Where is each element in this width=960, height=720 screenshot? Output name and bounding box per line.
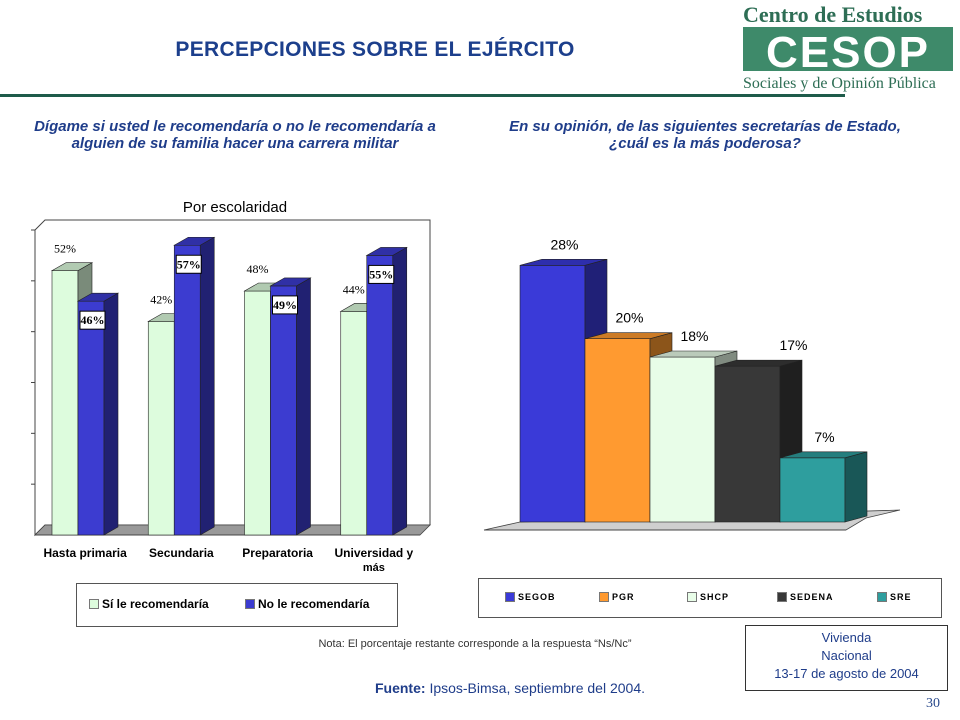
bar-sre-top	[779, 451, 868, 459]
legend-item-sre: SRE	[877, 592, 912, 602]
bar-si-2-front	[244, 290, 271, 536]
legend-swatch-pgr	[599, 592, 609, 602]
bar-no-label-box-1	[175, 254, 202, 274]
x-tick-label-3: Universidad y	[335, 546, 414, 560]
page-number: 30	[926, 696, 940, 711]
legend-item-pgr: PGR	[599, 592, 635, 602]
bar-no-3	[365, 246, 408, 536]
survey-info-box: Vivienda Nacional 13-17 de agosto de 200…	[745, 625, 948, 691]
legend-swatch-segob	[505, 592, 515, 602]
bar-si-label-1: 42%	[150, 293, 172, 307]
bar-no-1	[173, 236, 216, 536]
bar-no-0-front	[77, 300, 105, 536]
bar-shcp-top	[649, 350, 738, 358]
x-tick-label-2: Preparatoria	[242, 546, 313, 560]
source-label: Fuente:	[374, 680, 426, 696]
x-tick-label-1: Secundaria	[149, 546, 214, 560]
bar-shcp-front	[649, 356, 716, 523]
bar-si-1-front	[147, 321, 175, 536]
legend-label-sedena: SEDENA	[790, 592, 834, 602]
bar-no-3-top	[365, 247, 408, 256]
legend-swatch-sre	[877, 592, 887, 602]
legend-label-segob: SEGOB	[518, 592, 556, 602]
bar-sre-side	[844, 451, 868, 523]
bar-si-label-3: 44%	[343, 282, 365, 296]
bar-no-1-front	[173, 244, 201, 536]
bar-si-label-0: 52%	[54, 242, 76, 256]
legend-swatch-no	[245, 599, 255, 609]
legend-label-sre: SRE	[890, 592, 912, 602]
chart1-title: Dígame si usted le recomendaría o no le …	[34, 118, 436, 152]
chart2-legend: SEGOB PGR SHCP SEDENA SRE	[478, 578, 942, 618]
title-divider	[0, 94, 845, 97]
bar-no-2-top	[269, 277, 312, 287]
legend-label-si: Sí le recomendaría	[102, 597, 209, 611]
bar-si-3-front	[340, 311, 368, 536]
bar-pgr-top	[584, 332, 673, 339]
bar-sedena-front	[714, 365, 781, 523]
bar-sedena-top	[714, 359, 803, 367]
legend-label-shcp: SHCP	[700, 592, 730, 602]
chart1-subtitle: Por escolaridad	[182, 199, 288, 216]
bar-sre-front	[779, 457, 846, 523]
bar-no-0	[76, 292, 120, 536]
legend-swatch-si	[89, 599, 99, 609]
legend-label-pgr: PGR	[612, 592, 635, 602]
bar-value-label-0: 28%	[550, 236, 578, 252]
bar-pgr-front	[584, 338, 651, 523]
logo-mark-bg	[743, 27, 953, 71]
bar-no-label-1: 57%	[177, 257, 201, 271]
logo-line2: Sociales y de Opinión Pública	[743, 75, 936, 92]
cesop-logo-graphic: Centro de Estudios CESOP Sociales y de O…	[743, 2, 953, 92]
survey-info-line3: 13-17 de agosto de 2004	[774, 666, 919, 681]
bar-si-label-2: 48%	[247, 262, 269, 276]
source-line: Fuente: Ipsos-Bimsa, septiembre del 2004…	[300, 680, 720, 696]
bar-sedena	[714, 359, 803, 523]
chart1-legend: Sí le recomendaría No le recomendaría	[76, 583, 398, 627]
logo-mark: CESOP	[766, 28, 930, 77]
bar-sre	[779, 451, 868, 523]
cesop-logo: Centro de Estudios CESOP Sociales y de O…	[735, 0, 960, 95]
bar-si-0-top	[50, 262, 94, 271]
chart2-title: En su opinión, de las siguientes secreta…	[509, 118, 901, 152]
x-tick-label-0: Hasta primaria	[43, 546, 127, 560]
footnote: Nota: El porcentaje restante corresponde…	[318, 638, 632, 650]
bar-value-label-1: 20%	[615, 310, 643, 326]
legend-item-si: Sí le recomendaría	[89, 597, 209, 611]
bar-no-label-box-2	[272, 295, 298, 315]
bar-no-1-top	[173, 236, 216, 246]
bar-no-label-3: 55%	[369, 267, 393, 281]
legend-item-sedena: SEDENA	[777, 592, 834, 602]
x-tick-label-3-line2: más	[363, 562, 385, 574]
bar-no-2	[269, 277, 312, 536]
bar-segob-top	[519, 259, 608, 266]
bar-value-label-3: 17%	[779, 337, 807, 353]
bar-no-label-box-0	[79, 310, 106, 330]
legend-swatch-shcp	[687, 592, 697, 602]
bar-no-label-2: 49%	[273, 298, 297, 312]
legend-item-no: No le recomendaría	[245, 597, 369, 611]
bar-no-0-top	[76, 292, 120, 302]
bar-segob-front	[519, 265, 586, 523]
legend-item-shcp: SHCP	[687, 592, 729, 602]
legend-swatch-sedena	[777, 592, 787, 602]
survey-info-line1: Vivienda	[821, 630, 872, 645]
survey-info-line2: Nacional	[821, 648, 872, 663]
legend-label-no: No le recomendaría	[258, 597, 370, 611]
bar-no-2-front	[270, 285, 297, 536]
source-text: Ipsos-Bimsa, septiembre del 2004.	[429, 680, 645, 696]
bar-value-label-2: 18%	[680, 328, 708, 344]
bar-value-label-4: 7%	[814, 429, 834, 445]
legend-item-segob: SEGOB	[505, 592, 556, 602]
logo-line1: Centro de Estudios	[743, 2, 923, 27]
bar-no-label-box-3	[368, 264, 395, 284]
page-title: PERCEPCIONES SOBRE EL EJÉRCITO	[175, 38, 575, 61]
bar-no-label-0: 46%	[81, 313, 105, 327]
